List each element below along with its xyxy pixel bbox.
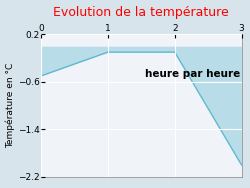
- Y-axis label: Température en °C: Température en °C: [6, 63, 15, 148]
- Text: heure par heure: heure par heure: [145, 69, 240, 79]
- Title: Evolution de la température: Evolution de la température: [54, 6, 229, 19]
